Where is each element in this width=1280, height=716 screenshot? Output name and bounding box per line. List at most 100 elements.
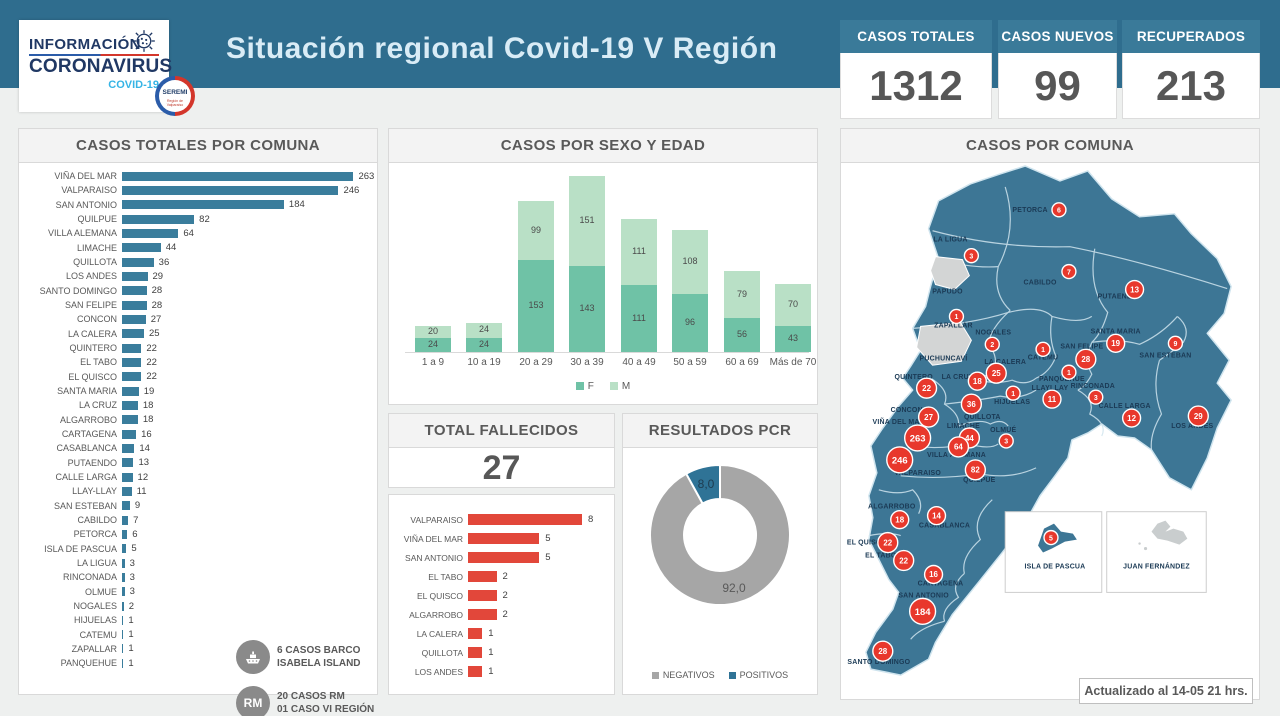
- map-case-bubble: 28: [872, 640, 894, 662]
- map-comuna-label: SAN ESTEBAN: [1139, 352, 1191, 359]
- stat-label: CASOS NUEVOS: [998, 20, 1117, 53]
- comuna-bar: [122, 515, 129, 525]
- comuna-bar: [122, 544, 127, 554]
- fallecidos-label: VALPARAISO: [410, 514, 463, 525]
- comuna-label: QUINTERO: [69, 343, 117, 354]
- map-case-bubble: 16: [923, 564, 944, 585]
- comuna-label: SANTA MARIA: [57, 386, 117, 397]
- updated-timestamp: Actualizado al 14-05 21 hrs.: [1079, 678, 1253, 704]
- comuna-label: LIMACHE: [76, 242, 117, 253]
- panel-casos-totales-por-comuna: CASOS TOTALES POR COMUNA VIÑA DEL MAR 263…: [18, 128, 378, 716]
- pcr-legend: NEGATIVOS POSITIVOS: [623, 670, 817, 680]
- comuna-row: HIJUELAS 1: [25, 613, 373, 627]
- map-case-bubble: 2: [984, 336, 1000, 352]
- svg-text:19: 19: [1111, 339, 1120, 348]
- map-comuna-label: PAPUDO: [932, 289, 963, 296]
- panel-resultados-pcr: RESULTADOS PCR 8,0 92,0 NEGATIVOS POSITI…: [622, 413, 818, 695]
- age-bar-f: [724, 318, 760, 352]
- seremi-seal: SEREMI Región de Valparaíso: [155, 76, 195, 116]
- svg-text:13: 13: [1130, 285, 1139, 294]
- comuna-value: 1: [128, 614, 134, 626]
- comuna-value: 27: [150, 313, 162, 325]
- comuna-value: 22: [146, 342, 157, 354]
- map-case-bubble: 246: [886, 446, 914, 474]
- stat-card-casos-nuevos: CASOS NUEVOS 99: [998, 20, 1117, 119]
- map-case-bubble: 64: [947, 436, 970, 458]
- logo-line3: COVID-19: [108, 79, 159, 91]
- comuna-value: 184: [288, 199, 305, 211]
- map-comuna-label: RINCONADA: [1071, 383, 1115, 390]
- fallecidos-row: SAN ANTONIO 5: [391, 548, 612, 567]
- stat-value: 213: [1122, 53, 1260, 119]
- comuna-bar: [122, 587, 125, 597]
- comuna-bar: [122, 300, 147, 310]
- age-bar-f: [672, 294, 708, 352]
- age-bar-m: [518, 200, 554, 261]
- comuna-label: ALGARROBO: [59, 414, 117, 425]
- fallecidos-total-value: 27: [482, 449, 521, 487]
- fallecidos-label: EL TABO: [428, 571, 463, 582]
- stat-label: CASOS TOTALES: [840, 20, 992, 53]
- logo-card: INFORMACIÓN CORONAVIRUS COVID-19: [19, 20, 172, 112]
- map-comuna-label: SANTO DOMINGO: [847, 659, 910, 666]
- comuna-value: 18: [142, 399, 154, 411]
- age-bar-value: 96: [684, 317, 695, 328]
- logo-line1: INFORMACIÓN: [29, 30, 159, 53]
- panel-fallecidos-por-comuna: VALPARAISO 8 VIÑA DEL MAR 5 SAN ANTONIO 5 EL T…: [388, 494, 615, 695]
- map-comuna-label: VIÑA DEL MAR: [873, 417, 925, 426]
- svg-text:2: 2: [990, 342, 994, 349]
- comuna-value: 28: [151, 285, 163, 297]
- age-bar-f: [569, 266, 605, 352]
- comuna-label: LA LIGUA: [76, 558, 117, 569]
- comuna-row: CALLE LARGA 12: [25, 470, 373, 484]
- panel-title: TOTAL FALLECIDOS: [389, 414, 614, 448]
- comuna-row: SAN ANTONIO 184: [25, 198, 373, 212]
- age-bar-value: 56: [736, 329, 747, 340]
- comuna-row: ISLA DE PASCUA 5: [25, 542, 373, 556]
- chart-legend: F M: [389, 381, 817, 392]
- comuna-value: 3: [129, 571, 135, 583]
- map-case-bubble: 25: [985, 362, 1007, 384]
- age-bar-value: 43: [787, 333, 798, 344]
- svg-text:22: 22: [922, 384, 931, 393]
- comuna-label: CARTAGENA: [61, 429, 117, 440]
- comuna-value: 18: [142, 414, 154, 426]
- comuna-value: 19: [143, 385, 155, 397]
- map-case-bubble: 29: [1187, 405, 1209, 427]
- comuna-label: PUTAENDO: [67, 457, 117, 468]
- comuna-row: CONCON 27: [25, 312, 373, 326]
- comuna-bar: [122, 630, 124, 640]
- comuna-value: 9: [134, 500, 141, 512]
- map-case-bubble: 22: [877, 531, 899, 554]
- comuna-value: 11: [136, 485, 147, 497]
- comuna-row: LOS ANDES 29: [25, 269, 373, 283]
- badge-rm-line1: 20 CASOS RM: [277, 691, 345, 702]
- svg-text:36: 36: [967, 400, 976, 409]
- map-case-bubble: 3: [1088, 389, 1104, 405]
- comuna-label: HIJUELAS: [73, 615, 117, 626]
- comuna-value: 22: [146, 356, 157, 368]
- map-comuna-label: PANQUEHUE: [1039, 376, 1085, 383]
- comuna-label: CASABLANCA: [56, 443, 117, 454]
- age-bar-f: [518, 260, 554, 352]
- comuna-row: VILLA ALEMANA 64: [25, 226, 373, 240]
- age-bar-m: [466, 323, 502, 338]
- comuna-bar: [122, 458, 134, 468]
- map-case-bubble: 22: [915, 377, 938, 399]
- map-comuna-label: CASABLANCA: [919, 523, 970, 530]
- comuna-row: NOGALES 2: [25, 599, 373, 613]
- map-comuna-label: CONCON: [891, 407, 923, 414]
- svg-text:3: 3: [969, 253, 973, 260]
- age-bar-f: [775, 326, 811, 352]
- comuna-label: SAN ANTONIO: [55, 199, 117, 210]
- comuna-bar: [122, 400, 138, 410]
- map-case-bubble: 5: [1043, 529, 1059, 546]
- svg-text:22: 22: [883, 538, 892, 547]
- map-comuna-label: ZAPALLAR: [934, 322, 973, 329]
- comuna-bar: [122, 372, 142, 382]
- comuna-bar: [122, 200, 284, 210]
- comuna-value: 25: [149, 328, 160, 340]
- map-comuna-label: OLMUÉ: [990, 425, 1016, 434]
- map-case-bubble: 36: [960, 393, 983, 415]
